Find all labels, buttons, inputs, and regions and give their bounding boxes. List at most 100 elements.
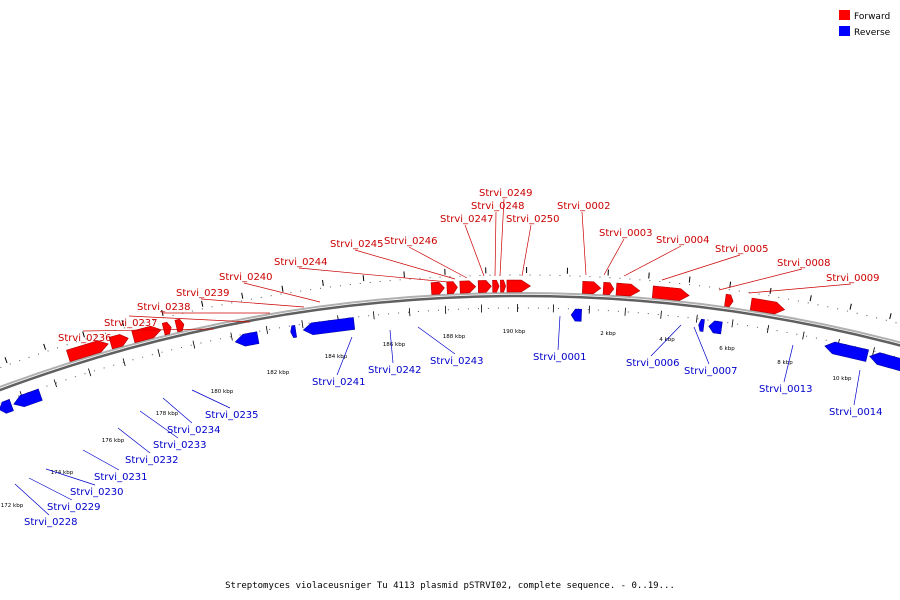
gene-label[interactable]: Strvi_0239 — [176, 288, 230, 299]
inner-tick — [408, 308, 411, 317]
gene-Strvi_0250[interactable] — [506, 279, 531, 293]
outer-tick — [889, 313, 892, 320]
leader-line — [417, 326, 456, 355]
gene-Strvi_0246[interactable] — [459, 280, 477, 294]
gene-Strvi_0008[interactable] — [724, 293, 734, 308]
inner-tick — [373, 311, 375, 320]
leader-line — [581, 211, 587, 276]
gene-Strvi_0002[interactable] — [581, 281, 602, 295]
leader-line — [661, 254, 741, 281]
gene-Strvi_0014[interactable] — [869, 352, 900, 388]
leader-line — [45, 468, 96, 486]
gene-Strvi_0240[interactable] — [174, 318, 185, 333]
leader-line — [354, 249, 456, 280]
gene-label[interactable]: Strvi_0001 — [533, 352, 587, 363]
gene-label[interactable]: Strvi_0250 — [506, 214, 560, 225]
leader-line — [82, 328, 215, 332]
gene-label[interactable]: Strvi_0241 — [312, 377, 366, 388]
inner-tick — [192, 340, 196, 349]
gene-label[interactable]: Strvi_0231 — [94, 472, 148, 483]
outer-tick — [688, 276, 691, 283]
gene-Strvi_0247[interactable] — [477, 280, 492, 293]
gene-label[interactable]: Strvi_0246 — [384, 236, 438, 247]
gene-label[interactable]: Strvi_0238 — [137, 302, 191, 313]
gene-Strvi_0245[interactable] — [446, 281, 458, 295]
gene-label[interactable]: Strvi_0242 — [368, 365, 422, 376]
leader-line — [499, 198, 505, 277]
gene-Strvi_0241[interactable] — [234, 331, 260, 347]
gene-label[interactable]: Strvi_0228 — [24, 517, 78, 528]
gene-label[interactable]: Strvi_0005 — [715, 244, 769, 255]
gene-Strvi_0234[interactable] — [0, 399, 14, 414]
outer-tick — [648, 272, 650, 279]
gene-label[interactable]: Strvi_0002 — [557, 201, 611, 212]
gene-label[interactable]: Strvi_0245 — [330, 239, 384, 250]
gene-Strvi_0235[interactable] — [13, 388, 43, 408]
gene-label[interactable]: Strvi_0237 — [104, 318, 158, 329]
gene-Strvi_0005[interactable] — [651, 285, 690, 301]
gene-Strvi_0236[interactable] — [66, 340, 109, 363]
gene-label[interactable]: Strvi_0240 — [219, 272, 273, 283]
gene-Strvi_0001[interactable] — [570, 308, 582, 322]
inner-tick — [731, 319, 734, 328]
gene-label[interactable]: Strvi_0243 — [430, 356, 484, 367]
outer-tick — [82, 331, 85, 338]
gene-Strvi_0003[interactable] — [602, 282, 615, 295]
gene-Strvi_0243[interactable] — [302, 317, 356, 336]
gene-Strvi_0248[interactable] — [492, 279, 500, 293]
gene-Strvi_0009[interactable] — [749, 297, 786, 315]
gene-Strvi_0242[interactable] — [290, 324, 297, 338]
gene-label[interactable]: Strvi_0232 — [125, 455, 179, 466]
inner-tick — [265, 325, 269, 334]
tick-label: 178 kbp — [156, 411, 179, 417]
gene-label[interactable]: Strvi_0008 — [777, 258, 831, 269]
legend-forward-swatch — [839, 10, 850, 20]
leader-line — [718, 268, 803, 291]
leader-line — [14, 483, 50, 516]
gene-label[interactable]: Strvi_0014 — [829, 407, 883, 418]
inner-tick — [53, 379, 58, 388]
outer-tick — [43, 343, 47, 350]
tick-label: 172 kbp — [1, 503, 24, 509]
leader-line — [853, 369, 861, 406]
gene-Strvi_0244[interactable] — [430, 281, 445, 295]
gene-label[interactable]: Strvi_0230 — [70, 487, 124, 498]
leader-line — [748, 283, 852, 294]
tick-label: 176 kbp — [102, 438, 125, 444]
leader-line — [603, 238, 625, 276]
gene-label[interactable]: Strvi_0229 — [47, 502, 101, 513]
gene-Strvi_0239[interactable] — [161, 321, 172, 336]
gene-label[interactable]: Strvi_0247 — [440, 214, 494, 225]
gene-label[interactable]: Strvi_0235 — [205, 410, 259, 421]
gene-label[interactable]: Strvi_0244 — [274, 257, 328, 268]
gene-label[interactable]: Strvi_0004 — [656, 235, 710, 246]
outer-tick — [201, 300, 204, 307]
gene-label[interactable]: Strvi_0013 — [759, 384, 813, 395]
gene-label[interactable]: Strvi_0003 — [599, 228, 653, 239]
tick-label: 184 kbp — [325, 354, 348, 360]
gene-label[interactable]: Strvi_0006 — [626, 358, 680, 369]
tick-label: 10 kbp — [833, 376, 852, 382]
gene-Strvi_0006[interactable] — [698, 318, 705, 332]
tick-label: 180 kbp — [211, 389, 234, 395]
gene-label[interactable]: Strvi_0248 — [471, 201, 525, 212]
outer-tick — [241, 292, 244, 299]
gene-label[interactable]: Strvi_0234 — [167, 425, 221, 436]
gene-Strvi_0249[interactable] — [500, 279, 506, 293]
leader-line — [389, 329, 394, 364]
legend-reverse-swatch — [839, 26, 850, 36]
gene-label[interactable]: Strvi_0233 — [153, 440, 207, 451]
gene-Strvi_0004[interactable] — [615, 282, 641, 297]
gene-label[interactable]: Strvi_0007 — [684, 366, 738, 377]
tick-label: 8 kbp — [777, 360, 793, 366]
outer-tick — [4, 357, 8, 364]
leader-line — [336, 336, 353, 376]
gene-Strvi_0007[interactable] — [708, 320, 723, 335]
gene-label[interactable]: Strvi_0009 — [826, 273, 880, 284]
gene-label[interactable]: Strvi_0236 — [58, 333, 112, 344]
gene-Strvi_0013[interactable] — [824, 341, 869, 362]
gene-Strvi_0237[interactable] — [108, 334, 129, 350]
leader-line — [783, 344, 794, 383]
gene-label[interactable]: Strvi_0249 — [479, 188, 533, 199]
